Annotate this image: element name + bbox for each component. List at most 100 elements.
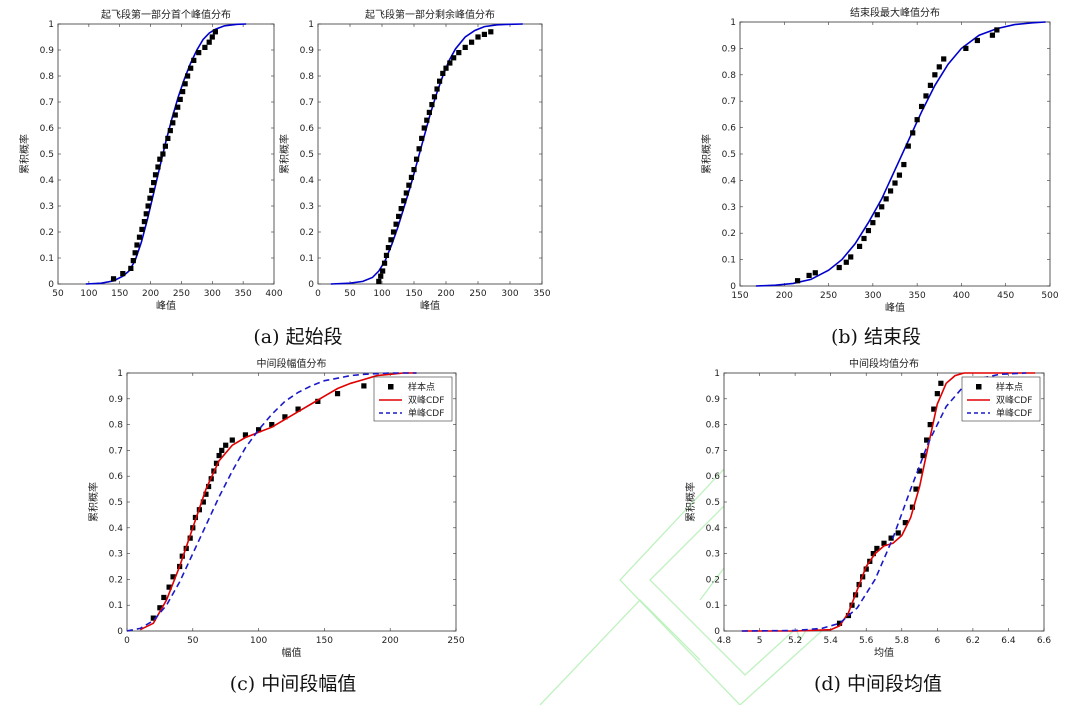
series-line-1 xyxy=(139,372,417,631)
data-point xyxy=(934,391,940,397)
y-tick-label: 1 xyxy=(714,369,720,379)
data-point xyxy=(874,212,880,218)
y-axis-label: 累积概率 xyxy=(700,134,713,174)
data-point xyxy=(836,620,843,626)
data-point xyxy=(856,243,863,249)
data-point xyxy=(229,437,235,443)
data-point xyxy=(223,442,229,448)
y-tick-label: 0.5 xyxy=(40,150,54,160)
y-tick-label: 0.1 xyxy=(706,601,720,611)
data-point xyxy=(881,540,887,546)
y-tick-label: 0.7 xyxy=(706,446,720,456)
data-point xyxy=(887,188,894,194)
data-point xyxy=(145,203,151,209)
data-point xyxy=(150,615,156,621)
y-tick-label: 0.1 xyxy=(40,254,54,264)
x-tick-label: 100 xyxy=(373,289,390,299)
x-tick-label: 500 xyxy=(1041,291,1058,301)
data-point xyxy=(416,146,422,152)
data-point xyxy=(149,187,155,193)
y-tick-label: 0.7 xyxy=(722,97,736,107)
data-point xyxy=(429,102,435,108)
y-tick-label: 0.4 xyxy=(722,176,737,186)
x-tick-label: 0 xyxy=(124,636,130,646)
data-point xyxy=(385,245,391,251)
x-tick-label: 300 xyxy=(501,289,518,299)
x-tick-label: 350 xyxy=(235,289,252,299)
caption-c: (c) 中间段幅值 xyxy=(230,673,357,695)
data-point xyxy=(185,73,191,79)
x-tick-label: 450 xyxy=(997,291,1014,301)
x-tick-label: 0 xyxy=(315,289,321,299)
data-point xyxy=(200,499,206,505)
data-point xyxy=(994,27,1000,33)
x-tick-label: 200 xyxy=(142,289,159,299)
x-tick-label: 300 xyxy=(204,289,221,299)
x-tick-label: 250 xyxy=(447,636,464,646)
caption-d: (d) 中间段均值 xyxy=(814,673,942,695)
data-point xyxy=(913,486,919,492)
data-point xyxy=(426,109,432,115)
x-tick-label: 250 xyxy=(469,289,486,299)
y-tick-label: 1 xyxy=(117,369,123,379)
data-point xyxy=(914,117,920,123)
x-tick-label: 5.6 xyxy=(859,636,874,646)
x-tick-label: 50 xyxy=(52,289,64,299)
data-point xyxy=(447,60,453,66)
data-point xyxy=(888,535,894,541)
data-point xyxy=(157,156,163,162)
data-point xyxy=(401,198,407,204)
y-tick-label: 0.3 xyxy=(40,202,54,212)
data-point xyxy=(191,57,197,63)
data-point xyxy=(315,398,321,404)
data-point xyxy=(192,514,199,521)
data-point xyxy=(213,460,220,466)
x-tick-label: 50 xyxy=(344,289,356,299)
data-point xyxy=(920,452,926,459)
y-tick-label: 1 xyxy=(48,20,54,30)
plot-area xyxy=(317,23,543,285)
data-point xyxy=(451,55,457,61)
data-point xyxy=(361,383,367,389)
y-tick-label: 0 xyxy=(308,280,314,290)
data-point xyxy=(160,151,166,157)
y-tick-label: 0.9 xyxy=(706,395,721,405)
data-point xyxy=(974,37,980,44)
x-tick-label: 300 xyxy=(864,291,881,301)
data-point xyxy=(381,260,388,266)
x-tick-label: 100 xyxy=(250,636,267,646)
y-tick-label: 0.4 xyxy=(706,524,721,534)
data-point xyxy=(120,271,126,277)
series-line-2 xyxy=(126,372,417,632)
x-tick-label: 350 xyxy=(533,289,550,299)
y-tick-label: 1 xyxy=(308,20,314,30)
legend-entry: 双峰CDF xyxy=(996,395,1032,406)
data-point xyxy=(896,172,903,178)
data-point xyxy=(378,273,384,279)
x-tick-label: 150 xyxy=(731,291,748,301)
series-line-0 xyxy=(755,21,1046,287)
y-tick-label: 0.6 xyxy=(706,472,721,482)
data-point xyxy=(895,530,901,536)
data-point xyxy=(182,81,188,87)
data-point xyxy=(295,406,301,412)
x-tick-label: 200 xyxy=(437,289,454,299)
y-axis-label: 累积概率 xyxy=(18,134,31,174)
data-point xyxy=(443,65,449,71)
data-point xyxy=(909,504,916,510)
data-point xyxy=(411,167,417,173)
chart-title: 起飞段第一部分剩余峰值分布 xyxy=(365,8,495,21)
y-axis-label: 累积概率 xyxy=(87,482,100,522)
data-point xyxy=(269,422,275,428)
data-point xyxy=(172,112,178,118)
data-point xyxy=(180,89,186,95)
y-tick-label: 0.8 xyxy=(722,71,737,81)
data-point xyxy=(481,31,487,37)
y-tick-label: 0.8 xyxy=(109,421,124,431)
y-tick-label: 0.5 xyxy=(109,498,123,508)
data-point xyxy=(393,221,399,227)
data-point xyxy=(836,264,842,271)
data-point xyxy=(488,29,494,35)
y-tick-label: 0.8 xyxy=(40,72,55,82)
